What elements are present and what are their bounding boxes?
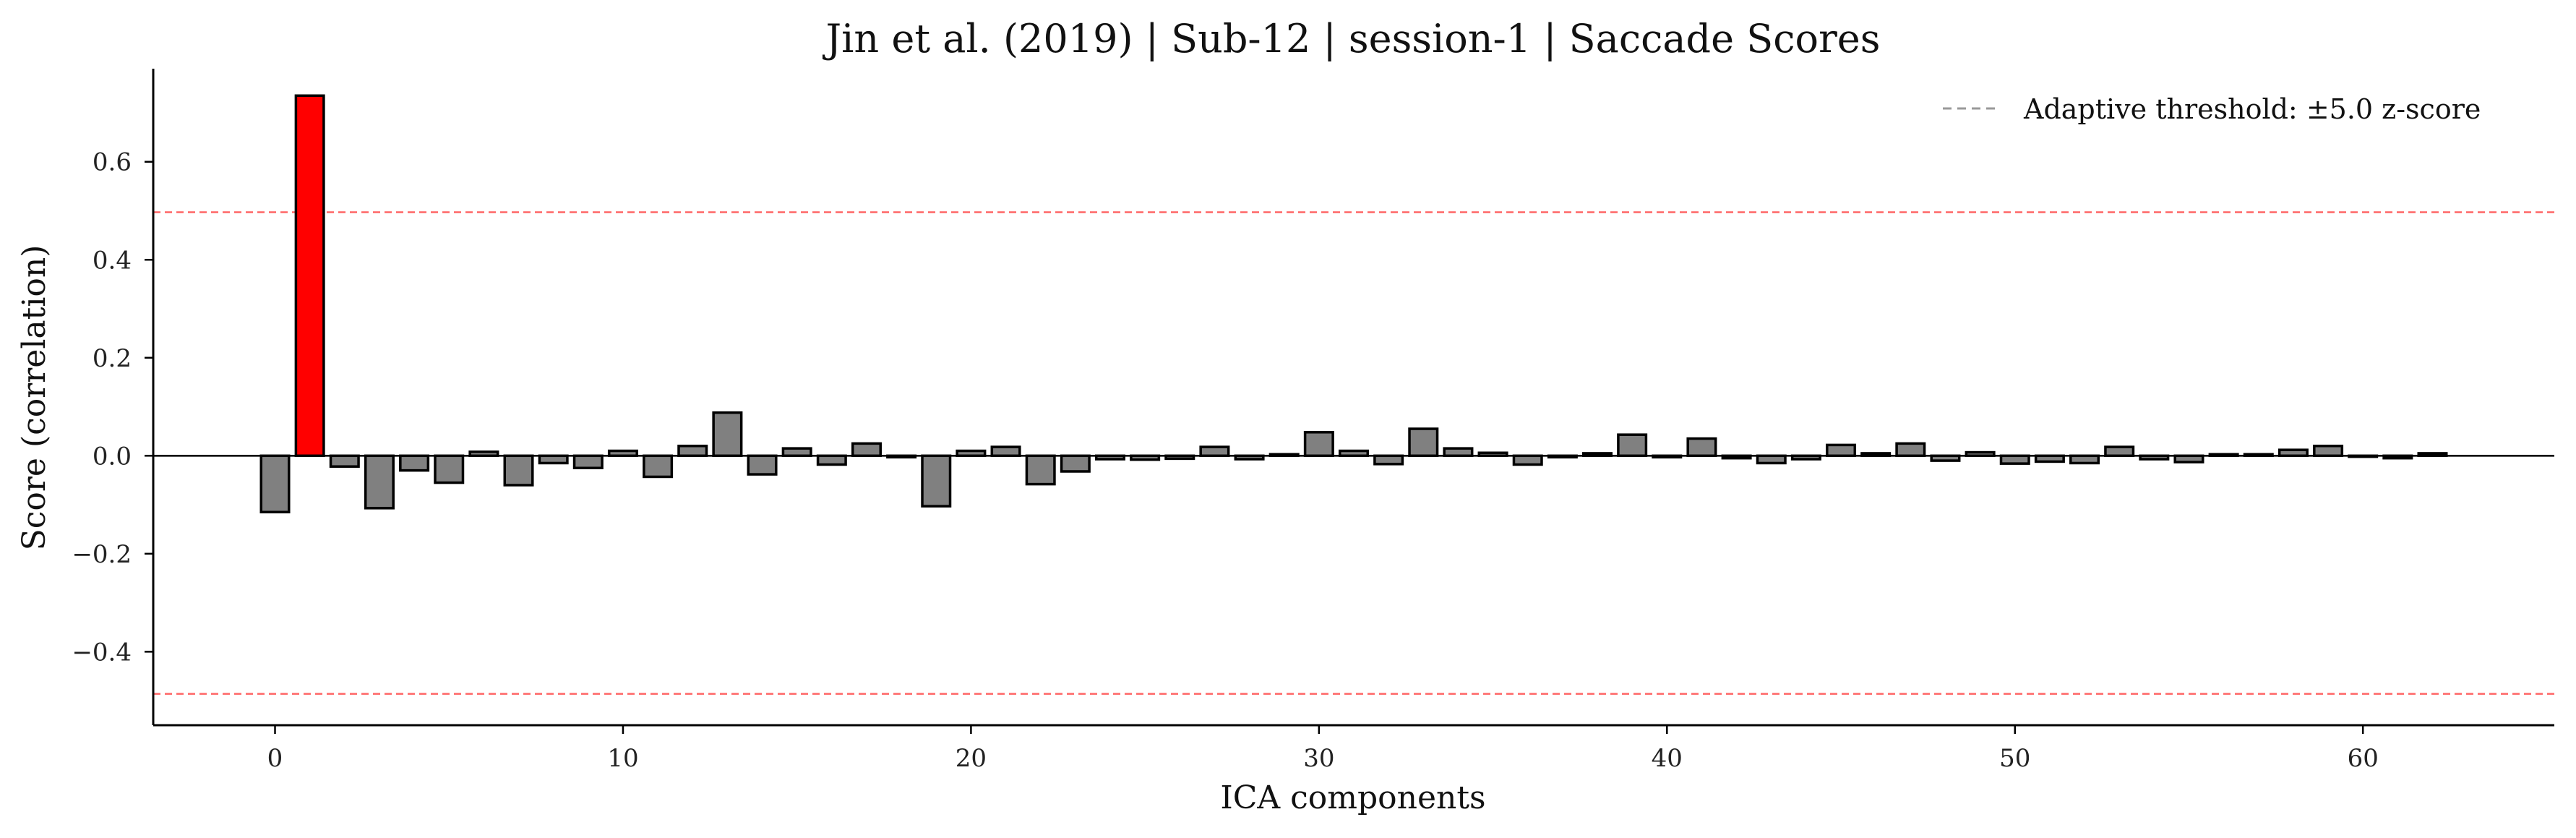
bar-component-33: [1408, 427, 1439, 458]
bar-component-15: [781, 447, 812, 458]
threshold-lines: [153, 211, 2554, 695]
bar-component-22: [1025, 454, 1056, 486]
bar-component-21: [990, 445, 1021, 458]
bar-component-4: [399, 454, 430, 472]
bar-component-43: [1756, 454, 1787, 465]
bar-component-45: [1826, 443, 1857, 458]
bars: [259, 94, 2448, 513]
bar-component-1: [294, 94, 325, 458]
bar-component-14: [747, 454, 778, 476]
x-tick-label: 20: [956, 744, 987, 773]
bar-component-0: [259, 454, 291, 513]
bar-component-12: [677, 445, 708, 458]
bar-component-9: [572, 454, 604, 470]
bar-component-39: [1617, 433, 1648, 458]
y-tick-label: 0.6: [93, 148, 132, 177]
bar-component-59: [2313, 445, 2344, 458]
x-tick-label: 30: [1303, 744, 1334, 773]
bar-component-30: [1303, 431, 1334, 458]
x-axis-label: ICA components: [1220, 779, 1485, 816]
legend-threshold-label: Adaptive threshold: ±5.0 z-score: [2023, 93, 2481, 125]
bar-component-5: [434, 454, 465, 484]
bar-component-41: [1686, 437, 1717, 458]
x-ticks: 0 10 20 30 40 50 60: [267, 725, 2379, 773]
bar-component-36: [1512, 454, 1543, 466]
bar-component-8: [538, 454, 569, 465]
bar-component-16: [816, 454, 847, 466]
axes: [152, 69, 2554, 727]
y-tick-label: 0.0: [93, 442, 132, 471]
x-tick-label: 10: [607, 744, 638, 773]
y-tick-label: −0.4: [72, 638, 132, 667]
bar-component-34: [1443, 447, 1474, 458]
bar-component-55: [2173, 454, 2204, 463]
bar-component-32: [1373, 454, 1404, 466]
bar-component-53: [2104, 445, 2135, 458]
legend: Adaptive threshold: ±5.0 z-score: [1943, 93, 2481, 125]
x-tick-label: 0: [267, 744, 283, 773]
bar-component-3: [364, 454, 395, 510]
bar-component-13: [712, 411, 743, 458]
bar-component-11: [643, 454, 674, 479]
y-axis-label: Score (correlation): [16, 245, 53, 551]
bar-component-19: [921, 454, 952, 508]
bar-component-47: [1895, 442, 1926, 458]
chart-title: Jin et al. (2019) | Sub-12 | session-1 |…: [823, 16, 1881, 61]
y-ticks: −0.4 −0.2 0.0 0.2 0.4 0.6: [72, 148, 153, 667]
x-tick-label: 50: [1999, 744, 2030, 773]
y-tick-label: −0.2: [72, 540, 132, 569]
bar-component-50: [1999, 454, 2030, 465]
x-tick-label: 60: [2348, 744, 2379, 773]
x-tick-label: 40: [1652, 744, 1683, 773]
bar-component-17: [851, 442, 882, 458]
bar-component-52: [2069, 454, 2100, 465]
bar-component-27: [1199, 445, 1230, 458]
bar-component-23: [1060, 454, 1091, 473]
bar-component-7: [503, 454, 534, 487]
y-tick-label: 0.4: [93, 246, 132, 275]
bar-component-2: [329, 454, 360, 468]
y-tick-label: 0.2: [93, 344, 132, 373]
